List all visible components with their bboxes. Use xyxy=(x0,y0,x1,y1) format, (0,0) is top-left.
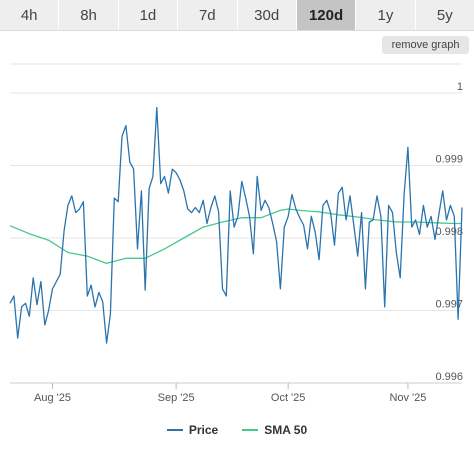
tab-4h[interactable]: 4h xyxy=(0,0,60,30)
tab-8h[interactable]: 8h xyxy=(59,0,119,30)
legend-item-sma-50[interactable]: SMA 50 xyxy=(242,423,307,437)
tab-7d[interactable]: 7d xyxy=(178,0,238,30)
x-tick-label: Aug '25 xyxy=(34,392,71,404)
legend-swatch xyxy=(166,429,183,431)
x-tick-label: Oct '25 xyxy=(271,392,306,404)
legend-item-price[interactable]: Price xyxy=(166,423,219,437)
series-line-price xyxy=(9,106,463,344)
timeframe-tabs: 4h 8h 1d 7d 30d 120d 1y 5y xyxy=(0,0,474,31)
x-tick-label: Nov '25 xyxy=(389,392,426,404)
y-tick-label: 1 xyxy=(457,81,463,93)
tab-5y[interactable]: 5y xyxy=(436,6,453,24)
y-tick-label: 0.996 xyxy=(435,371,463,383)
legend-label: SMA 50 xyxy=(264,423,308,437)
legend-label: Price xyxy=(188,423,219,437)
remove-graph-button[interactable]: remove graph xyxy=(382,36,469,54)
chart-legend: Price SMA 50 xyxy=(0,420,474,440)
price-chart: 0.996 0.997 0.998 0.999 1 Aug '25 Sep '25 Oct '… xyxy=(9,63,463,404)
tab-1y[interactable]: 1y xyxy=(356,0,416,30)
y-tick-label: 0.998 xyxy=(435,226,463,238)
x-tick-label: Sep '25 xyxy=(158,392,195,404)
tab-30d[interactable]: 30d xyxy=(238,0,297,30)
tab-1d[interactable]: 1d xyxy=(119,0,179,30)
tab-120d[interactable]: 120d xyxy=(296,0,357,30)
legend-swatch xyxy=(242,429,259,431)
y-tick-label: 0.999 xyxy=(435,154,463,166)
y-tick-label: 0.997 xyxy=(435,299,463,311)
